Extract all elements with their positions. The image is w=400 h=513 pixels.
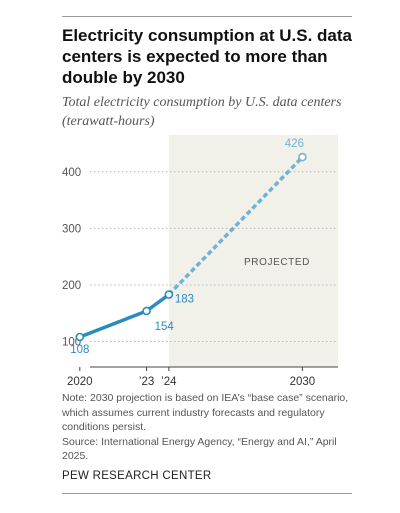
data-label-154: 154 [155, 321, 175, 333]
notes-block: Note: 2030 projection is based on IEA’s … [62, 391, 352, 464]
bottom-rule [62, 493, 352, 494]
x-tick-label-0: 2020 [67, 376, 93, 385]
chart-title: Electricity consumption at U.S. data cen… [62, 26, 353, 87]
top-rule [62, 16, 352, 17]
x-tick-label-3: 2030 [290, 376, 316, 385]
y-tick-label-200: 200 [62, 280, 81, 292]
data-label-426: 426 [285, 138, 304, 150]
projected-label: PROJECTED [244, 257, 310, 268]
data-label-108: 108 [70, 344, 89, 356]
y-tick-label-300: 300 [62, 223, 81, 235]
projected-region [168, 135, 338, 367]
pew-research-logo: PEW RESEARCH CENTER [62, 470, 212, 482]
y-tick-label-400: 400 [62, 167, 81, 179]
x-tick-label-1: ’23 [139, 376, 154, 385]
x-tick-label-2: ’24 [161, 376, 177, 385]
data-label-183: 183 [175, 294, 194, 306]
data-point-183 [164, 290, 174, 299]
data-point-426 [298, 152, 307, 162]
data-point-154 [142, 306, 151, 316]
source-text: Source: International Energy Agency, “En… [62, 435, 337, 463]
chart-subtitle: Total electricity consumption by U.S. da… [62, 95, 342, 129]
data-point-108 [75, 332, 85, 342]
note-text: Note: 2030 projection is based on IEA’s … [62, 392, 349, 433]
